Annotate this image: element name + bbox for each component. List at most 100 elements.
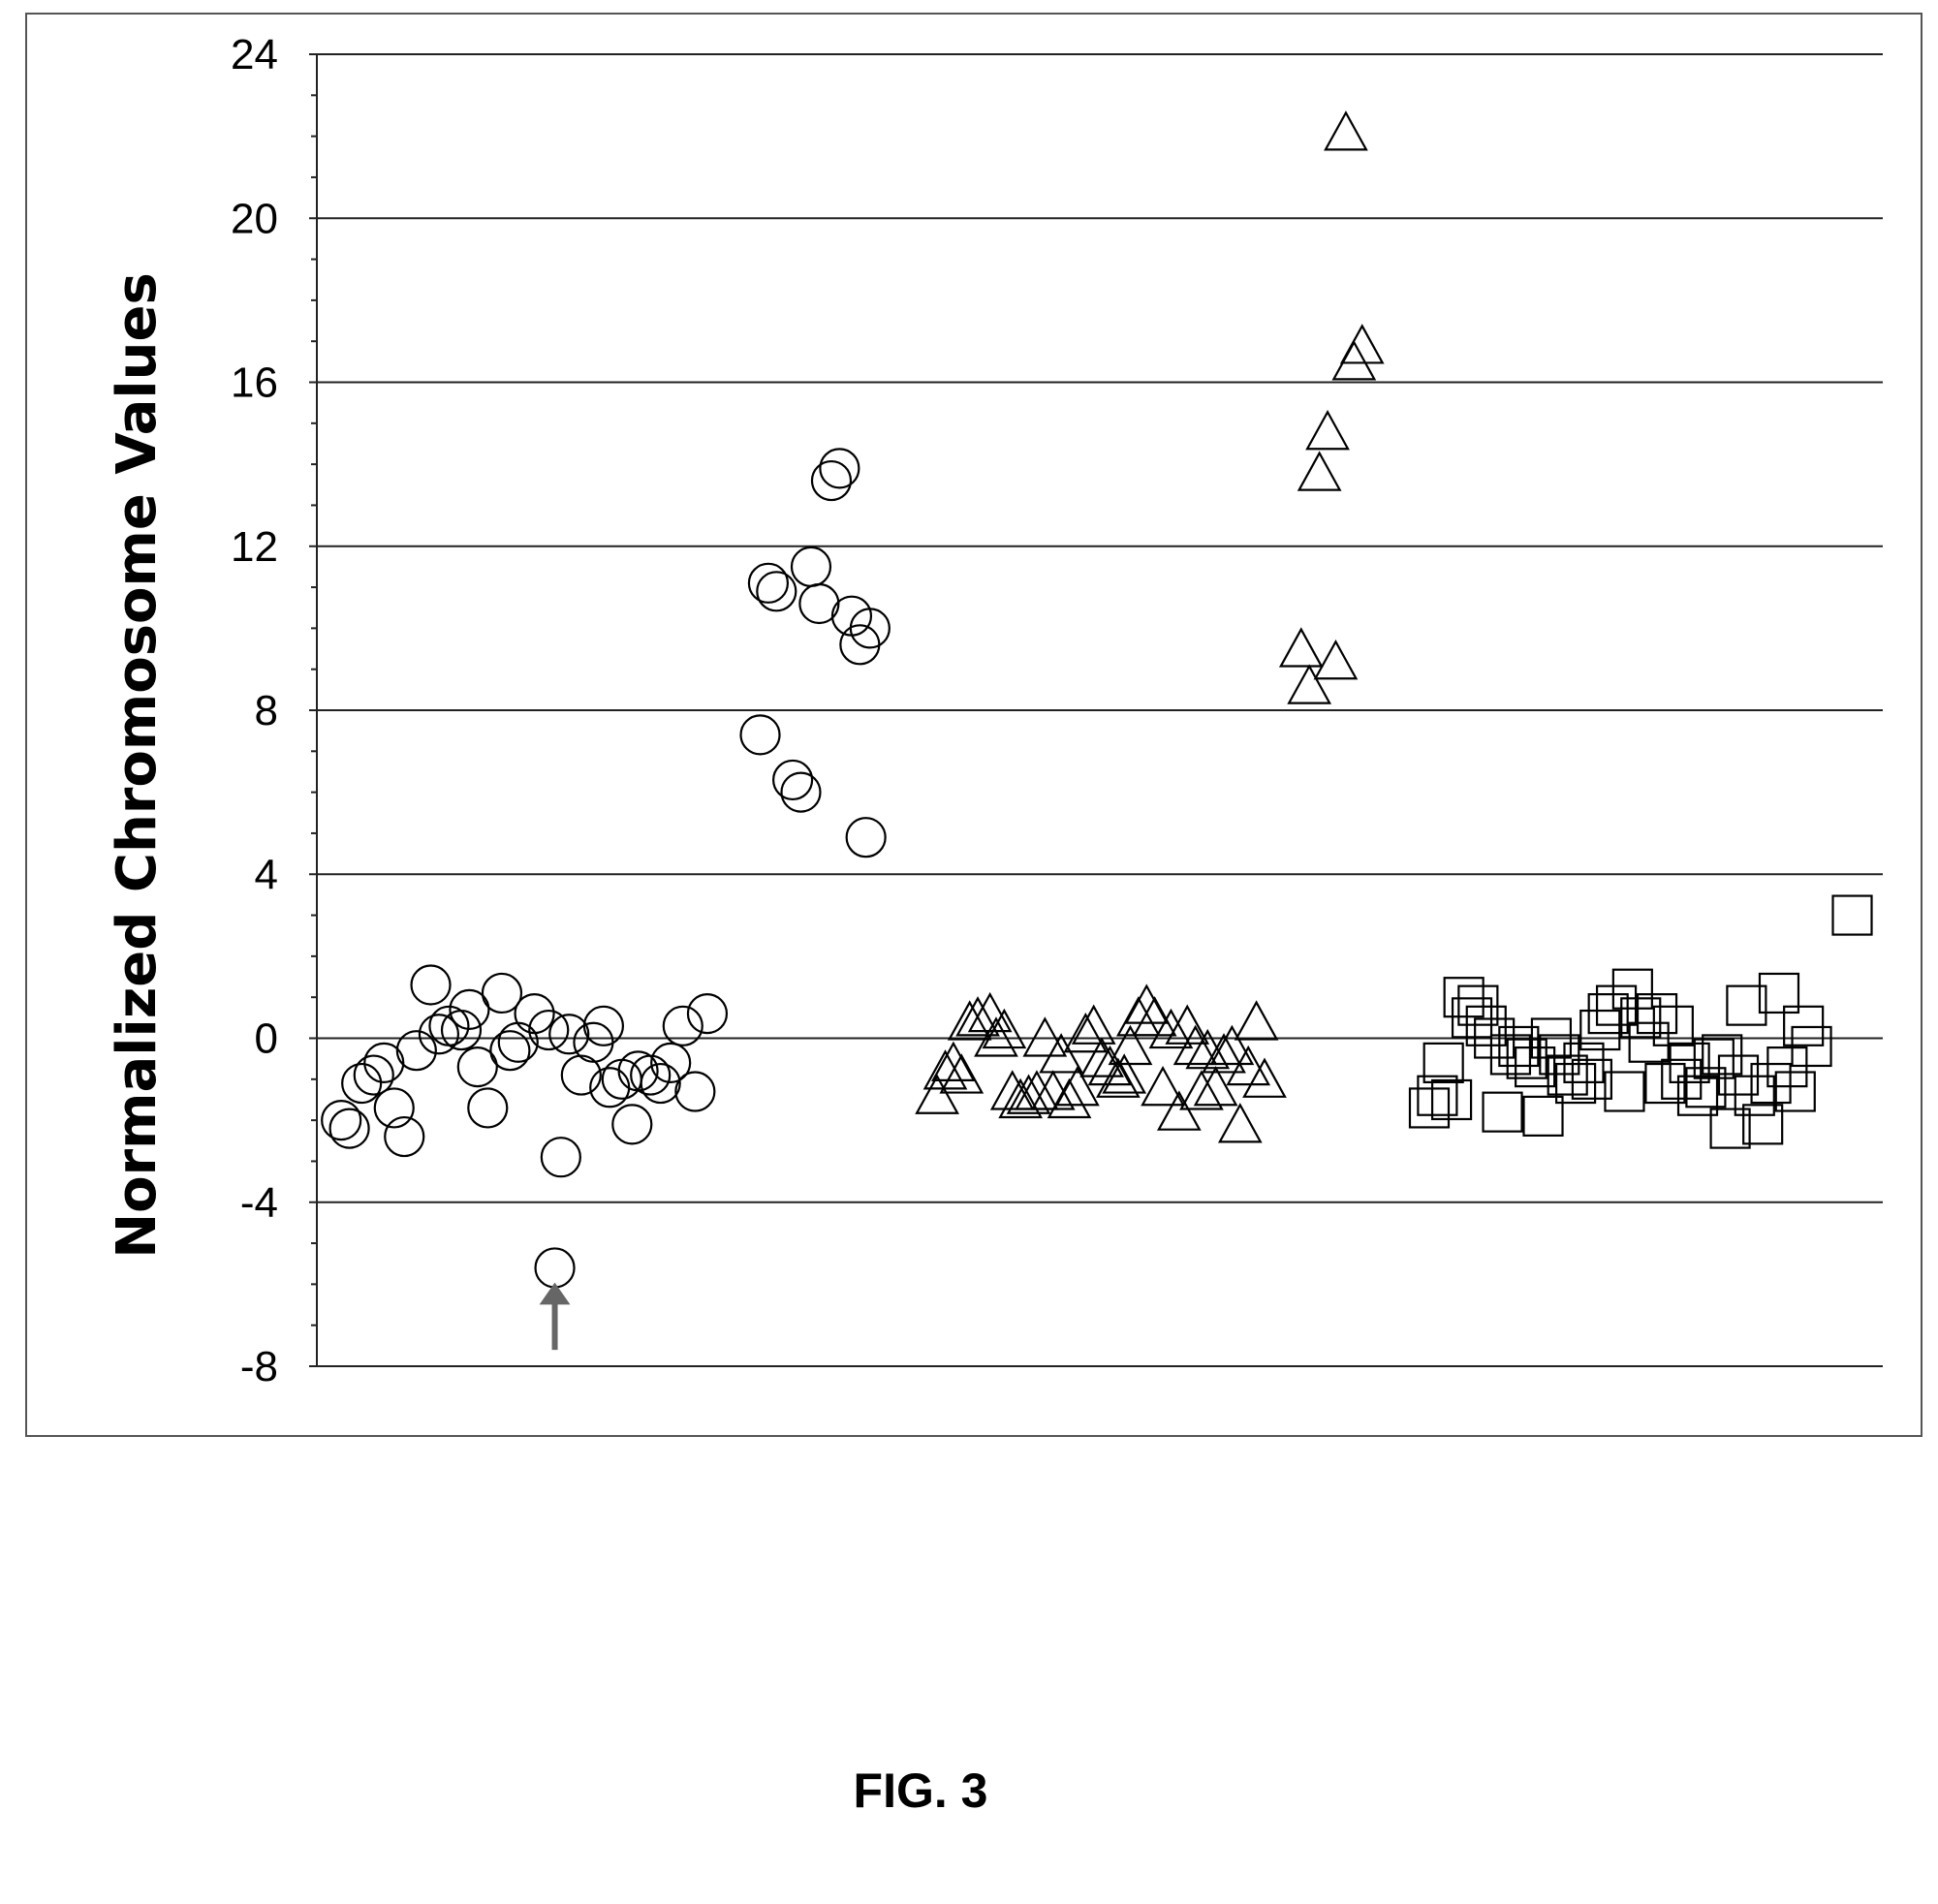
triangle-point	[1209, 1024, 1255, 1066]
circle-point	[771, 759, 814, 801]
circle-point	[747, 562, 790, 604]
triangle-point	[1141, 1066, 1185, 1107]
y-tick-label: 12	[231, 523, 278, 571]
square-point	[1563, 1042, 1605, 1083]
triangle-point	[1148, 1008, 1194, 1049]
triangle-point	[1278, 627, 1324, 668]
square-point	[1482, 1091, 1523, 1133]
circle-point	[849, 608, 891, 649]
square-point	[1628, 1021, 1670, 1063]
square-point	[1758, 972, 1800, 1014]
circle-point	[395, 1030, 437, 1072]
data-points	[321, 110, 1873, 1289]
square-point	[1595, 984, 1638, 1026]
triangle-point	[998, 1077, 1044, 1119]
circle-point	[514, 993, 555, 1035]
triangle-point	[1124, 983, 1170, 1024]
square-point	[1587, 993, 1629, 1035]
circle-point	[373, 1087, 415, 1129]
series-3	[1408, 894, 1873, 1149]
circle-point	[650, 1042, 692, 1083]
square-point	[1726, 984, 1767, 1026]
square-point	[1554, 1062, 1597, 1105]
circle-point	[540, 1137, 581, 1178]
triangle-point	[1071, 1004, 1116, 1045]
y-axis-title: Normalized Chromosome Values	[106, 272, 169, 1259]
square-point	[1620, 997, 1662, 1039]
square-point	[1644, 1062, 1686, 1105]
square-point	[1766, 1046, 1808, 1088]
triangle-point	[989, 1070, 1035, 1110]
square-point	[1457, 984, 1499, 1026]
triangle-point	[974, 1016, 1018, 1057]
square-point	[1579, 1009, 1621, 1051]
square-point	[1451, 997, 1493, 1039]
triangle-point	[939, 1053, 985, 1094]
circle-point	[582, 1005, 625, 1046]
triangle-point	[1313, 639, 1359, 680]
square-point	[1709, 1108, 1751, 1149]
square-point	[1498, 1025, 1540, 1068]
circle-point	[674, 1071, 716, 1112]
circle-point	[548, 1014, 590, 1055]
square-point	[1530, 1017, 1573, 1059]
square-point	[1774, 1071, 1816, 1112]
square-point	[1676, 1075, 1719, 1116]
square-point	[1734, 1075, 1775, 1116]
triangle-point	[1055, 1066, 1100, 1107]
triangle-point	[1079, 1037, 1124, 1077]
circle-point	[384, 1115, 425, 1158]
triangle-point	[1185, 1028, 1231, 1070]
triangle-point	[1287, 664, 1332, 704]
triangle-point	[1234, 1000, 1279, 1041]
circle-point	[810, 459, 853, 502]
square-point	[1408, 1087, 1451, 1129]
triangle-point	[1324, 110, 1368, 151]
circle-point	[630, 1054, 672, 1096]
square-point	[1506, 1038, 1547, 1079]
square-point	[1539, 1034, 1580, 1076]
square-point	[1652, 1005, 1694, 1046]
triangle-point	[1156, 1090, 1202, 1131]
circle-point	[819, 448, 860, 489]
triangle-point	[1339, 324, 1385, 364]
square-point	[1742, 1104, 1784, 1145]
triangle-point	[1193, 1066, 1238, 1107]
triangle-point	[1022, 1016, 1068, 1057]
circle-point	[686, 993, 729, 1035]
figure-caption: FIG. 3	[854, 1764, 988, 1818]
y-tick-label: 20	[231, 195, 278, 242]
arrow-annotation	[539, 1282, 571, 1351]
circle-point	[497, 1021, 539, 1063]
triangle-point	[1217, 1103, 1263, 1143]
triangle-point	[955, 996, 1000, 1037]
circle-point	[328, 1108, 370, 1149]
triangle-point	[1226, 1045, 1271, 1086]
triangle-point	[1331, 340, 1377, 381]
circle-point	[449, 988, 490, 1030]
square-point	[1702, 1034, 1743, 1076]
circle-point	[418, 1014, 460, 1055]
circle-point	[363, 1042, 405, 1083]
triangle-point	[1172, 1024, 1218, 1066]
triangle-point	[1132, 996, 1177, 1037]
circle-point	[456, 1046, 498, 1088]
y-tick-label: 0	[255, 1015, 278, 1063]
circle-point	[611, 1104, 653, 1145]
circle-point	[662, 1005, 703, 1046]
triangle-point	[931, 1041, 976, 1081]
square-point	[1661, 1058, 1703, 1100]
circle-point	[353, 1054, 394, 1096]
triangle-point	[982, 1008, 1027, 1049]
y-tick-label: 8	[255, 687, 278, 734]
series-2	[915, 110, 1385, 1143]
circle-point	[798, 582, 840, 625]
circle-point	[321, 1100, 362, 1141]
circle-point	[780, 771, 822, 813]
triangle-point	[1108, 1024, 1153, 1066]
y-tick-label: -8	[240, 1343, 278, 1390]
series-1	[321, 448, 891, 1289]
square-point	[1443, 977, 1485, 1018]
square-point	[1831, 894, 1873, 936]
circle-point	[790, 546, 832, 588]
